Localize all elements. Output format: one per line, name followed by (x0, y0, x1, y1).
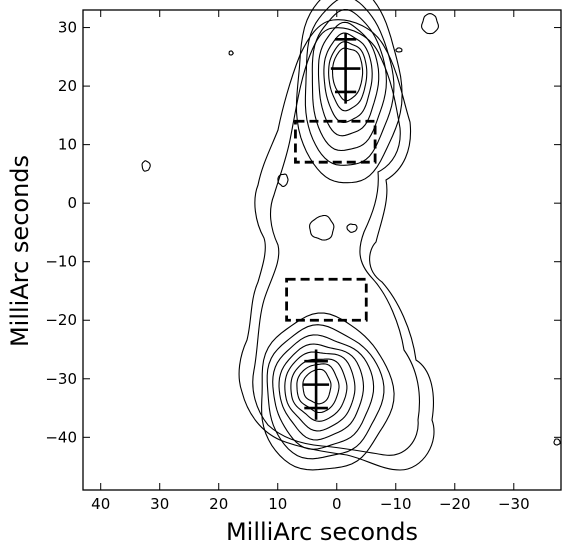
x-tick-label: 20 (209, 495, 228, 513)
y-tick-label: 30 (58, 19, 77, 37)
plot-frame (82, 9, 562, 491)
tick-layer: 40 30 20 10 0 −10 −20 −30 30 20 10 0 −10 −20 −30 −40 (45, 10, 561, 513)
x-tick-label: 40 (91, 495, 110, 513)
contour-island (346, 223, 358, 233)
north-marker (330, 33, 361, 104)
north-box (294, 119, 377, 164)
x-tick-label: 10 (268, 495, 287, 513)
x-tick-label: −20 (439, 495, 471, 513)
y-tick-label: 0 (67, 194, 77, 212)
contour-second (252, 27, 421, 456)
y-tick-label: −10 (45, 253, 77, 271)
south-marker (303, 349, 330, 420)
x-axis-label: MilliArc seconds (226, 518, 418, 546)
contour-island (553, 438, 561, 446)
contour-south-level (278, 343, 365, 441)
contour-north-level (311, 9, 387, 152)
contour-island (421, 13, 439, 35)
contour-north-level (295, 0, 403, 184)
contour-outer (238, 19, 435, 471)
contour-south-level (296, 363, 340, 414)
contour-island (228, 50, 234, 56)
y-tick-label: 20 (58, 77, 77, 95)
contour-north-level (323, 32, 373, 124)
y-tick-label: 10 (58, 136, 77, 154)
y-tick-label: −20 (45, 311, 77, 329)
y-axis-label: MilliArc seconds (6, 155, 34, 347)
contour-south-level (284, 351, 356, 432)
contour-north-level (331, 47, 364, 102)
region-layer (285, 119, 377, 322)
contour-north-level (317, 21, 380, 137)
marker-layer (303, 33, 361, 420)
x-tick-label: −10 (380, 495, 412, 513)
contour-north-level (304, 0, 395, 166)
contour-south-level (272, 334, 375, 450)
contour-south-level (266, 324, 385, 460)
contour-north-level (328, 41, 368, 112)
y-tick-label: −40 (45, 428, 77, 446)
contour-layer (141, 0, 561, 471)
contour-island (309, 214, 335, 241)
contour-south-level (261, 312, 395, 471)
y-tick-label: −30 (45, 370, 77, 388)
south-box (285, 277, 368, 322)
contour-island (277, 173, 289, 187)
contour-island (395, 47, 403, 53)
contour-south-level (302, 368, 332, 405)
contour-island (141, 160, 151, 172)
contour-south-level (290, 358, 348, 422)
x-tick-label: 0 (332, 495, 342, 513)
x-tick-label: 30 (150, 495, 169, 513)
x-tick-label: −30 (498, 495, 530, 513)
